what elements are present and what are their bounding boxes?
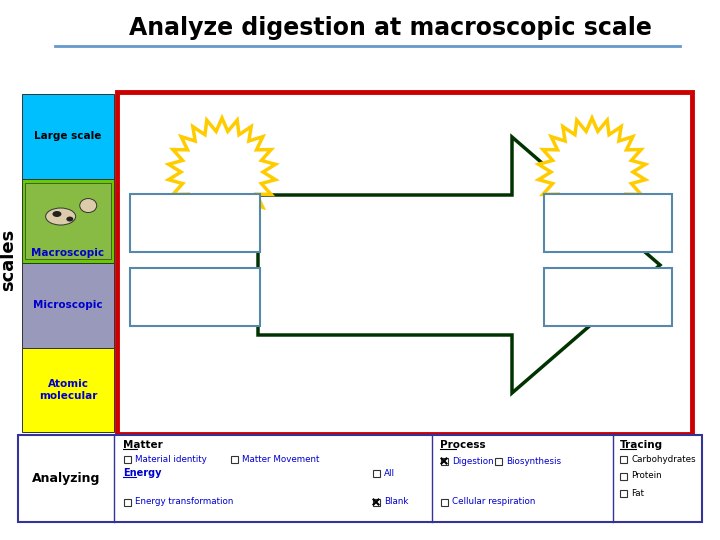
FancyBboxPatch shape — [544, 268, 672, 326]
FancyBboxPatch shape — [619, 456, 626, 462]
FancyBboxPatch shape — [22, 263, 114, 348]
Text: Tracing: Tracing — [620, 440, 663, 450]
Text: Blank: Blank — [384, 497, 408, 507]
FancyBboxPatch shape — [372, 469, 379, 476]
FancyBboxPatch shape — [619, 472, 626, 480]
Text: Digestion: Digestion — [452, 456, 494, 465]
Polygon shape — [258, 137, 660, 393]
Text: Fat: Fat — [631, 489, 644, 497]
Text: Atomic
molecular: Atomic molecular — [39, 379, 97, 401]
FancyBboxPatch shape — [124, 498, 130, 505]
FancyBboxPatch shape — [22, 348, 114, 432]
FancyBboxPatch shape — [544, 194, 672, 252]
Text: Cellular respiration: Cellular respiration — [452, 497, 536, 507]
Ellipse shape — [80, 199, 96, 213]
Polygon shape — [168, 118, 276, 226]
Text: Large scale: Large scale — [35, 131, 102, 141]
Text: Macroscopic: Macroscopic — [32, 248, 104, 258]
FancyBboxPatch shape — [441, 457, 448, 464]
FancyBboxPatch shape — [130, 194, 260, 252]
Text: Process: Process — [440, 440, 485, 450]
Text: Microscopic: Microscopic — [33, 300, 103, 310]
FancyBboxPatch shape — [18, 435, 702, 522]
Polygon shape — [539, 118, 645, 226]
FancyBboxPatch shape — [372, 498, 379, 505]
Text: Biosynthesis: Biosynthesis — [506, 456, 561, 465]
FancyBboxPatch shape — [495, 457, 502, 464]
Text: Energy transformation: Energy transformation — [135, 497, 233, 507]
FancyBboxPatch shape — [117, 92, 692, 434]
FancyBboxPatch shape — [130, 268, 260, 326]
Text: Material identity: Material identity — [135, 455, 207, 463]
FancyBboxPatch shape — [22, 179, 114, 263]
Text: Analyzing: Analyzing — [32, 472, 100, 485]
Text: Matter: Matter — [123, 440, 163, 450]
Ellipse shape — [66, 217, 73, 221]
Text: Energy: Energy — [123, 468, 161, 478]
FancyBboxPatch shape — [22, 94, 114, 179]
Text: scales: scales — [0, 229, 17, 291]
Ellipse shape — [53, 211, 61, 217]
FancyBboxPatch shape — [441, 498, 448, 505]
Text: Analyze digestion at macroscopic scale: Analyze digestion at macroscopic scale — [129, 16, 652, 40]
Text: Carbohydrates: Carbohydrates — [631, 455, 696, 463]
FancyBboxPatch shape — [230, 456, 238, 462]
FancyBboxPatch shape — [619, 489, 626, 496]
Ellipse shape — [45, 208, 76, 225]
Text: Matter Movement: Matter Movement — [242, 455, 320, 463]
Text: All: All — [384, 469, 395, 477]
FancyBboxPatch shape — [124, 456, 130, 462]
FancyBboxPatch shape — [25, 183, 111, 259]
Text: Protein: Protein — [631, 471, 662, 481]
